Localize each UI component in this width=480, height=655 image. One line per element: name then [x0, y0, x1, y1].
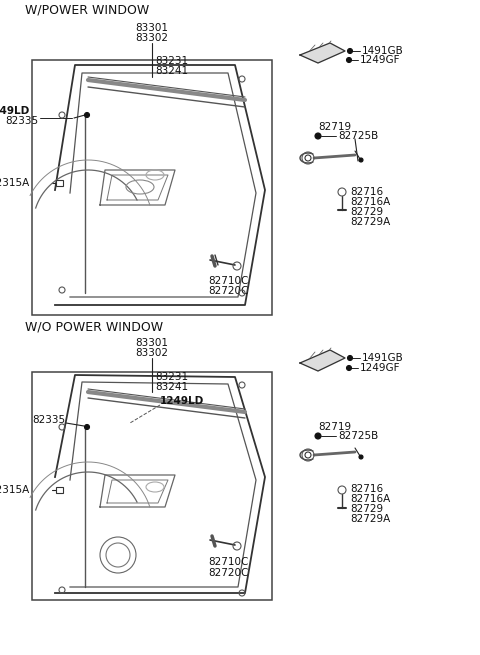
Text: 82725B: 82725B: [338, 131, 378, 141]
Text: 82720C: 82720C: [208, 286, 248, 296]
Text: 83301: 83301: [135, 338, 168, 348]
Circle shape: [315, 133, 321, 139]
Text: 1249GF: 1249GF: [360, 363, 400, 373]
Text: 82729A: 82729A: [350, 217, 390, 227]
Circle shape: [347, 58, 351, 62]
Text: 82710C: 82710C: [208, 557, 248, 567]
Bar: [56, 180, 63, 186]
Text: 82716: 82716: [350, 187, 383, 197]
Text: 82729: 82729: [350, 504, 383, 514]
Text: 83302: 83302: [135, 348, 168, 358]
Circle shape: [315, 433, 321, 439]
Text: 1249GF: 1249GF: [360, 55, 400, 65]
Text: 82719: 82719: [318, 122, 351, 132]
Circle shape: [359, 455, 363, 459]
Text: 82716A: 82716A: [350, 197, 390, 207]
Text: 82719: 82719: [318, 422, 351, 432]
Text: 82720C: 82720C: [208, 568, 248, 578]
Polygon shape: [300, 43, 345, 63]
Text: 82716A: 82716A: [350, 494, 390, 504]
Text: 82335: 82335: [5, 116, 38, 126]
Text: 83241: 83241: [155, 382, 188, 392]
Text: 82335: 82335: [32, 415, 65, 425]
Text: 82315A: 82315A: [0, 178, 30, 188]
Text: 82729A: 82729A: [350, 514, 390, 524]
Circle shape: [84, 113, 89, 117]
Circle shape: [348, 356, 352, 360]
Text: 82716: 82716: [350, 484, 383, 494]
Text: 83231: 83231: [155, 56, 188, 66]
Text: 1249LD: 1249LD: [160, 396, 204, 406]
Circle shape: [348, 48, 352, 54]
Text: 83241: 83241: [155, 66, 188, 76]
Bar: [32, 372, 272, 600]
Text: 1491GB: 1491GB: [362, 46, 404, 56]
Text: 83231: 83231: [155, 372, 188, 382]
Text: 82729: 82729: [350, 207, 383, 217]
Text: 82710C: 82710C: [208, 276, 248, 286]
Text: 83302: 83302: [135, 33, 168, 43]
Bar: [56, 487, 63, 493]
Text: 1249LD: 1249LD: [0, 106, 30, 116]
Circle shape: [359, 158, 363, 162]
Text: W/O POWER WINDOW: W/O POWER WINDOW: [25, 320, 163, 333]
Text: 83301: 83301: [135, 23, 168, 33]
Circle shape: [84, 424, 89, 430]
Circle shape: [347, 365, 351, 371]
Polygon shape: [300, 350, 345, 371]
Text: 1491GB: 1491GB: [362, 353, 404, 363]
Text: W/POWER WINDOW: W/POWER WINDOW: [25, 3, 149, 16]
Bar: [32, 60, 272, 315]
Text: 82725B: 82725B: [338, 431, 378, 441]
Text: 82315A: 82315A: [0, 485, 30, 495]
